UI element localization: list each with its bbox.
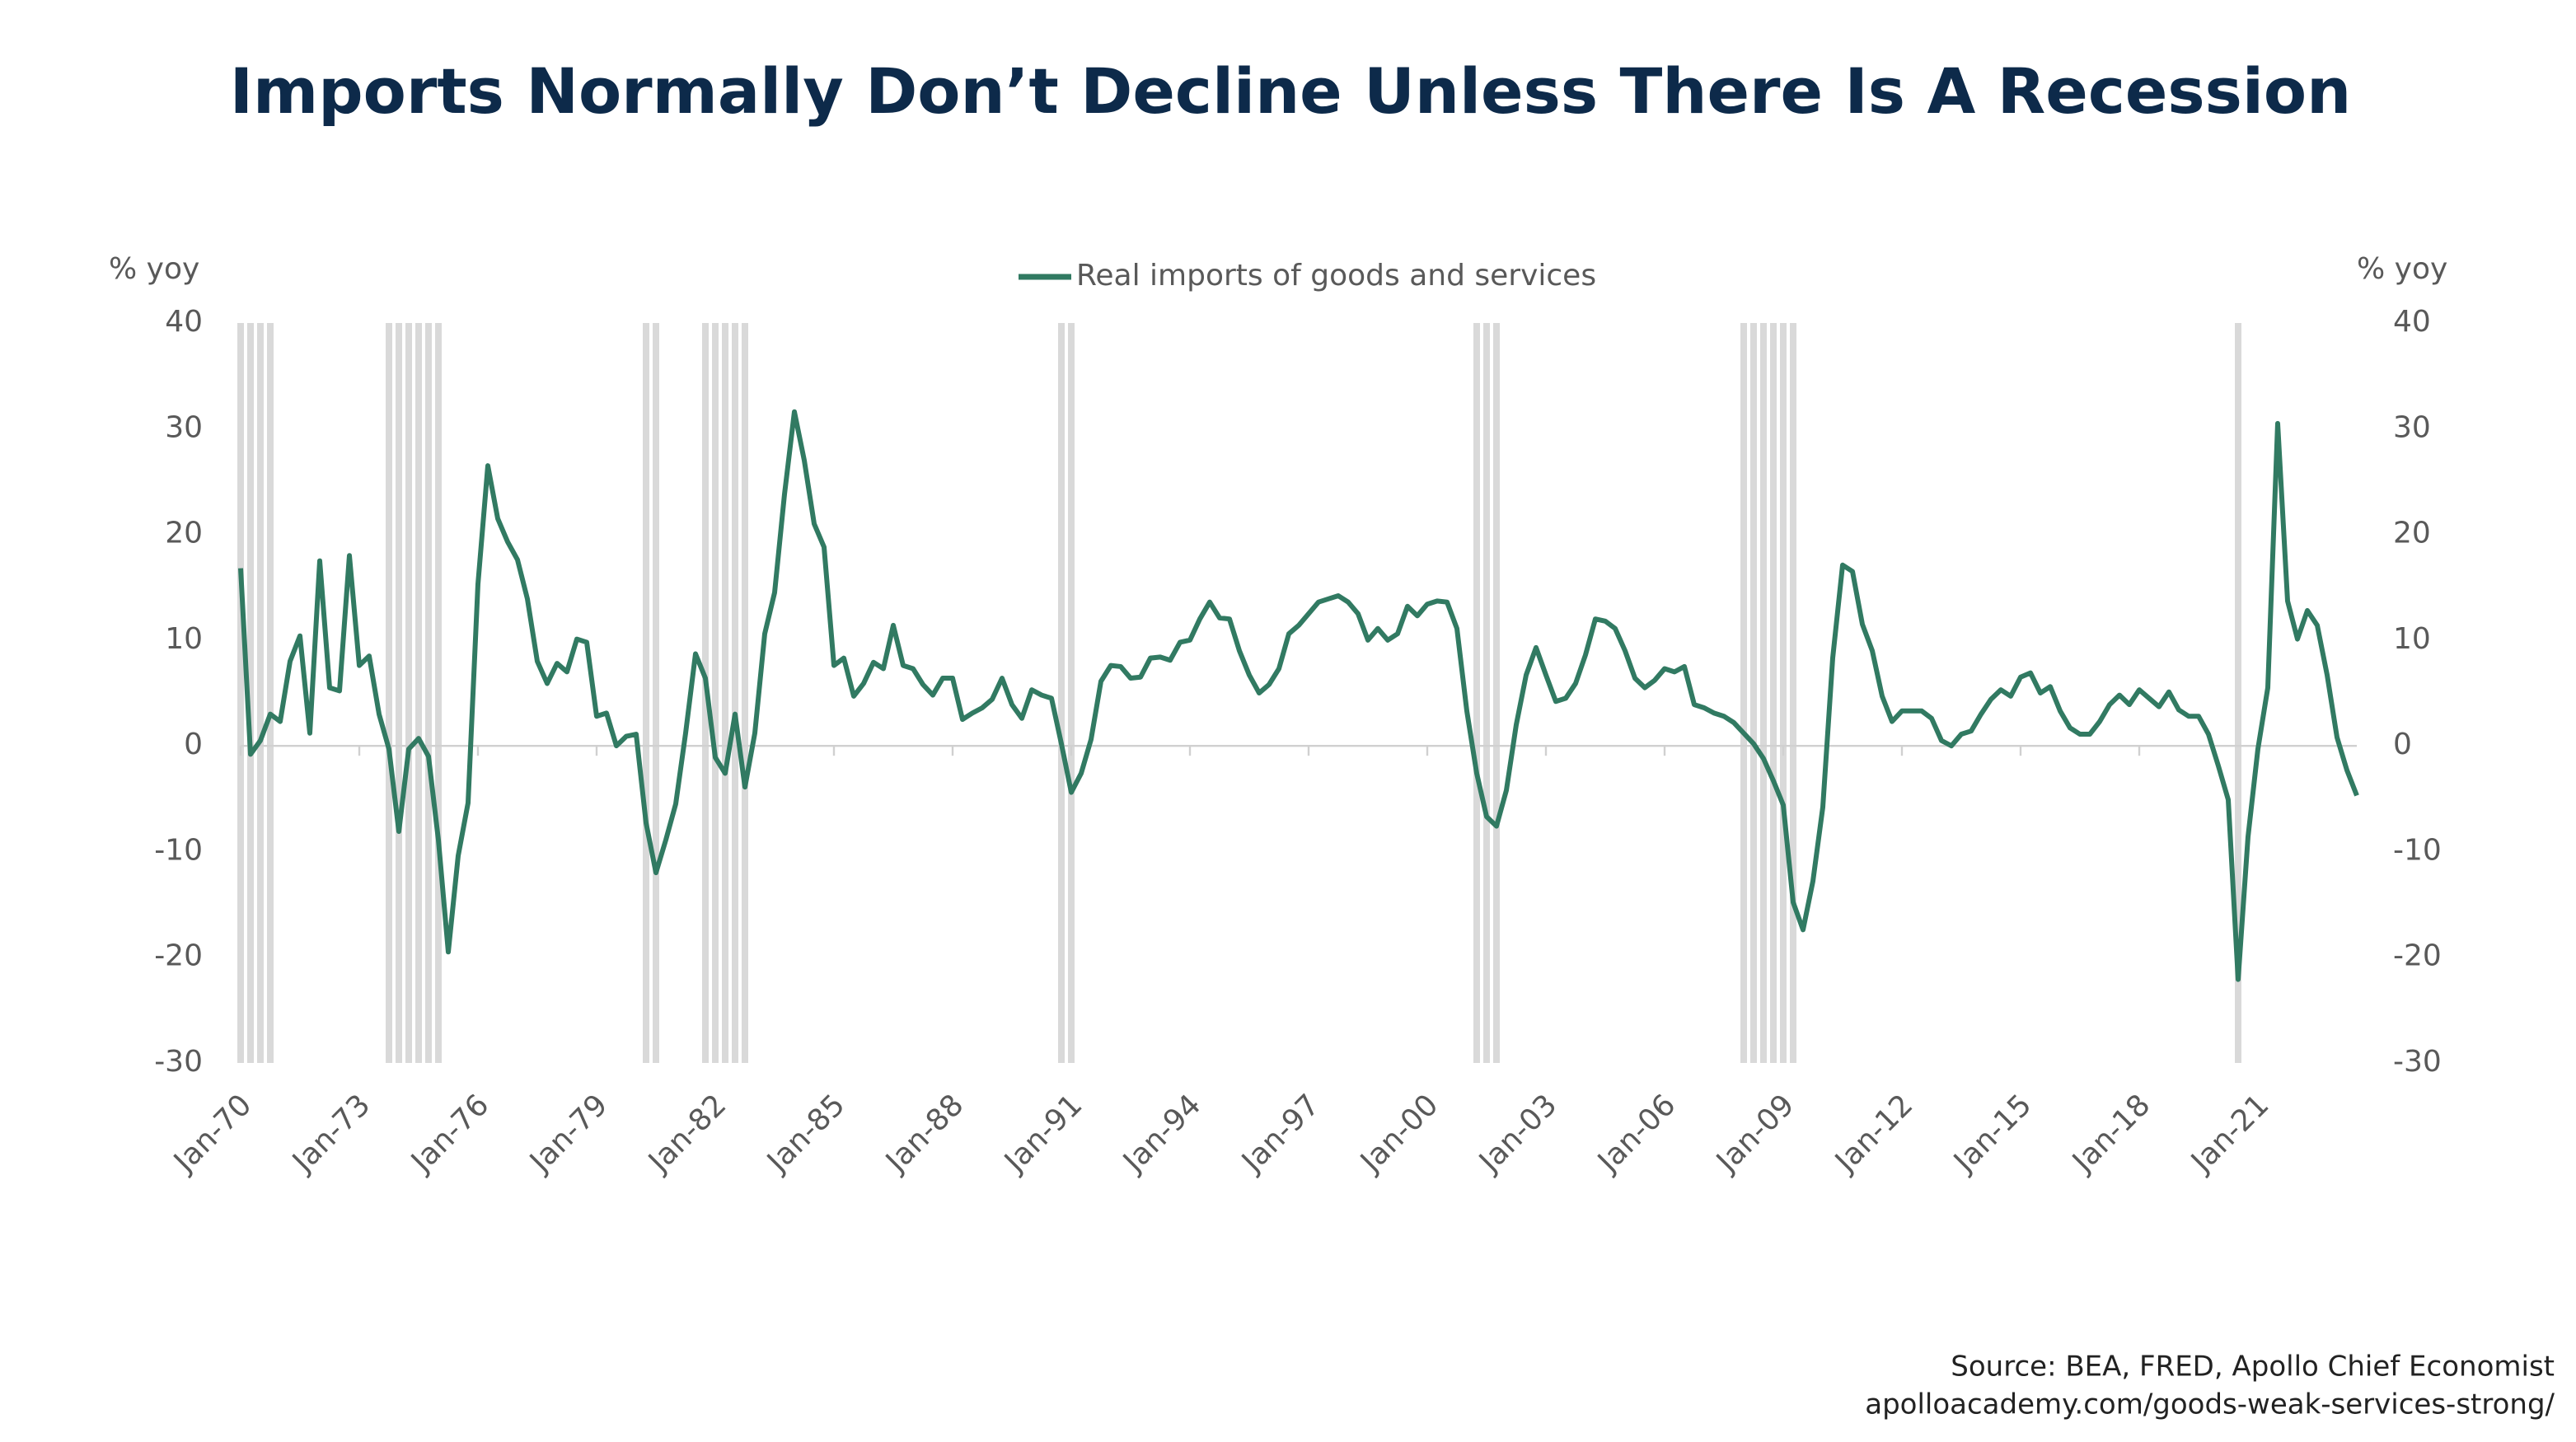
y-axis-label: % yoy bbox=[109, 252, 199, 286]
x-tick-label: Jan-73 bbox=[285, 1088, 377, 1179]
recession-band bbox=[2235, 323, 2241, 1063]
recession-band bbox=[415, 323, 422, 1063]
x-tick-label: Jan-70 bbox=[166, 1088, 258, 1179]
recession-band bbox=[1780, 323, 1787, 1063]
y-tick-label: -30 bbox=[154, 1045, 203, 1079]
y2-tick-label: 0 bbox=[2393, 728, 2412, 761]
y-tick-label: 0 bbox=[184, 728, 203, 761]
recession-band bbox=[712, 323, 719, 1063]
recession-band bbox=[267, 323, 274, 1063]
x-tick-label: Jan-00 bbox=[1353, 1088, 1445, 1179]
x-tick-label: Jan-85 bbox=[760, 1088, 851, 1179]
recession-band bbox=[405, 323, 412, 1063]
y2-tick-label: 30 bbox=[2393, 410, 2431, 444]
x-tick-label: Jan-18 bbox=[2065, 1088, 2157, 1179]
x-tick-label: Jan-91 bbox=[997, 1088, 1089, 1179]
y-tick-label: 10 bbox=[165, 622, 203, 656]
x-tick-label: Jan-97 bbox=[1234, 1088, 1326, 1179]
recession-band bbox=[1068, 323, 1075, 1063]
y2-axis-label: % yoy bbox=[2357, 252, 2447, 286]
recession-band bbox=[237, 323, 244, 1063]
y2-tick-label: -20 bbox=[2393, 939, 2442, 973]
x-tick-label: Jan-88 bbox=[878, 1088, 970, 1179]
recession-band bbox=[257, 323, 264, 1063]
chart-title: Imports Normally Don’t Decline Unless Th… bbox=[230, 54, 2352, 128]
recession-band bbox=[742, 323, 748, 1063]
x-tick-label: Jan-76 bbox=[404, 1088, 495, 1179]
x-tick-label: Jan-06 bbox=[1590, 1088, 1682, 1179]
x-tick-label: Jan-09 bbox=[1709, 1088, 1801, 1179]
recession-band bbox=[386, 323, 392, 1063]
recession-band bbox=[643, 323, 649, 1063]
y-tick-label: 20 bbox=[165, 517, 203, 550]
recession-band bbox=[1770, 323, 1777, 1063]
recession-band bbox=[1473, 323, 1480, 1063]
y-tick-label: -10 bbox=[154, 833, 203, 867]
x-tick-label: Jan-15 bbox=[1946, 1088, 2038, 1179]
x-tick-label: Jan-82 bbox=[641, 1088, 733, 1179]
recession-band bbox=[425, 323, 432, 1063]
y2-tick-label: -10 bbox=[2393, 833, 2442, 867]
recession-band bbox=[1483, 323, 1490, 1063]
recession-band bbox=[1493, 323, 1500, 1063]
x-tick-label: Jan-21 bbox=[2184, 1088, 2275, 1179]
recession-band bbox=[435, 323, 442, 1063]
y2-tick-label: 20 bbox=[2393, 517, 2431, 550]
y2-tick-label: -30 bbox=[2393, 1045, 2442, 1079]
recession-band bbox=[247, 323, 254, 1063]
recession-band bbox=[1750, 323, 1757, 1063]
x-tick-label: Jan-12 bbox=[1828, 1088, 1919, 1179]
legend-label: Real imports of goods and services bbox=[1076, 259, 1596, 293]
url: apolloacademy.com/goods-weak-services-st… bbox=[1865, 1388, 2555, 1421]
recession-band bbox=[1760, 323, 1767, 1063]
recession-band bbox=[1790, 323, 1796, 1063]
recession-band bbox=[1740, 323, 1747, 1063]
x-tick-label: Jan-79 bbox=[522, 1088, 614, 1179]
recession-band bbox=[732, 323, 738, 1063]
y-tick-label: 30 bbox=[165, 410, 203, 444]
recession-band bbox=[722, 323, 728, 1063]
data-line bbox=[238, 409, 2359, 982]
y2-tick-label: 10 bbox=[2393, 622, 2431, 656]
recession-band bbox=[396, 323, 402, 1063]
source: Source: BEA, FRED, Apollo Chief Economis… bbox=[1951, 1351, 2555, 1383]
x-tick-label: Jan-94 bbox=[1116, 1088, 1207, 1179]
recession-band bbox=[653, 323, 659, 1063]
y-tick-label: -20 bbox=[154, 939, 203, 973]
recession-band bbox=[1058, 323, 1065, 1063]
y2-tick-label: 40 bbox=[2393, 305, 2431, 339]
x-tick-label: Jan-03 bbox=[1472, 1088, 1563, 1179]
y-tick-label: 40 bbox=[165, 305, 203, 339]
